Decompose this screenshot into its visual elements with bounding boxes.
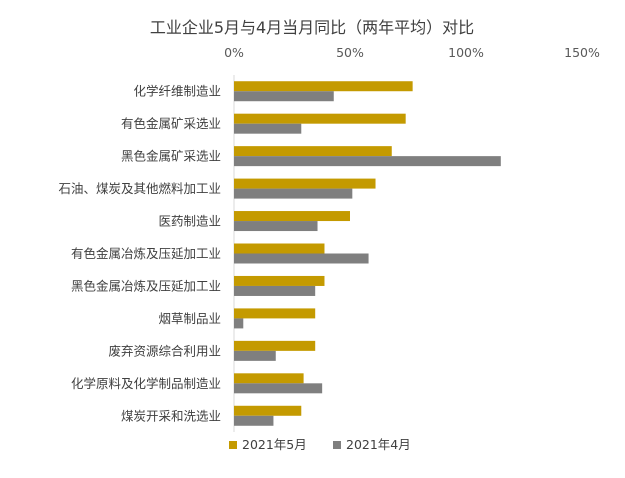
bar-april [234,350,276,361]
x-tick-label: 0% [224,45,244,60]
category-label: 烟草制品业 [158,311,221,326]
x-tick-label: 100% [448,45,484,60]
bar-may [234,308,316,319]
bar-april [234,188,353,199]
bar-may [234,146,392,157]
category-label: 有色金属矿采选业 [121,116,221,131]
bar-april [234,383,323,394]
bar-may [234,275,325,286]
bar-april [234,318,244,329]
category-label: 医药制造业 [158,214,221,229]
category-label: 化学纤维制造业 [133,84,221,99]
bar-may [234,243,325,254]
category-label: 黑色金属冶炼及压延加工业 [71,278,221,293]
legend-label-may: 2021年5月 [242,437,307,452]
bar-april [234,91,334,102]
bar-april [234,285,316,296]
x-axis-ticks: 0% 50% 100% 150% [224,45,600,60]
x-tick-label: 50% [336,45,364,60]
category-label: 煤炭开采和洗选业 [121,408,221,423]
category-label: 化学原料及化学制品制造业 [71,376,221,391]
bar-april [234,415,274,426]
category-labels: 化学纤维制造业有色金属矿采选业黑色金属矿采选业石油、煤炭及其他燃料加工业医药制造… [58,84,221,424]
bar-april [234,253,369,264]
bar-april [234,221,318,232]
bars [234,81,501,426]
bar-april [234,156,501,167]
chart-title: 工业企业5月与4月当月同比（两年平均）对比 [150,18,474,37]
category-label: 石油、煤炭及其他燃料加工业 [58,181,221,196]
category-label: 废弃资源综合利用业 [108,343,221,358]
legend-swatch-may [229,441,237,449]
legend-swatch-april [333,441,341,449]
bar-may [234,340,316,351]
category-label: 有色金属冶炼及压延加工业 [71,246,221,261]
legend-label-april: 2021年4月 [346,437,411,452]
bar-may [234,81,413,92]
bar-may [234,373,304,384]
bar-may [234,405,302,416]
bar-april [234,123,302,134]
legend: 2021年5月 2021年4月 [229,437,411,452]
category-label: 黑色金属矿采选业 [121,149,221,164]
bar-may [234,211,350,222]
x-tick-label: 150% [564,45,600,60]
bar-may [234,178,376,189]
bar-may [234,113,406,124]
